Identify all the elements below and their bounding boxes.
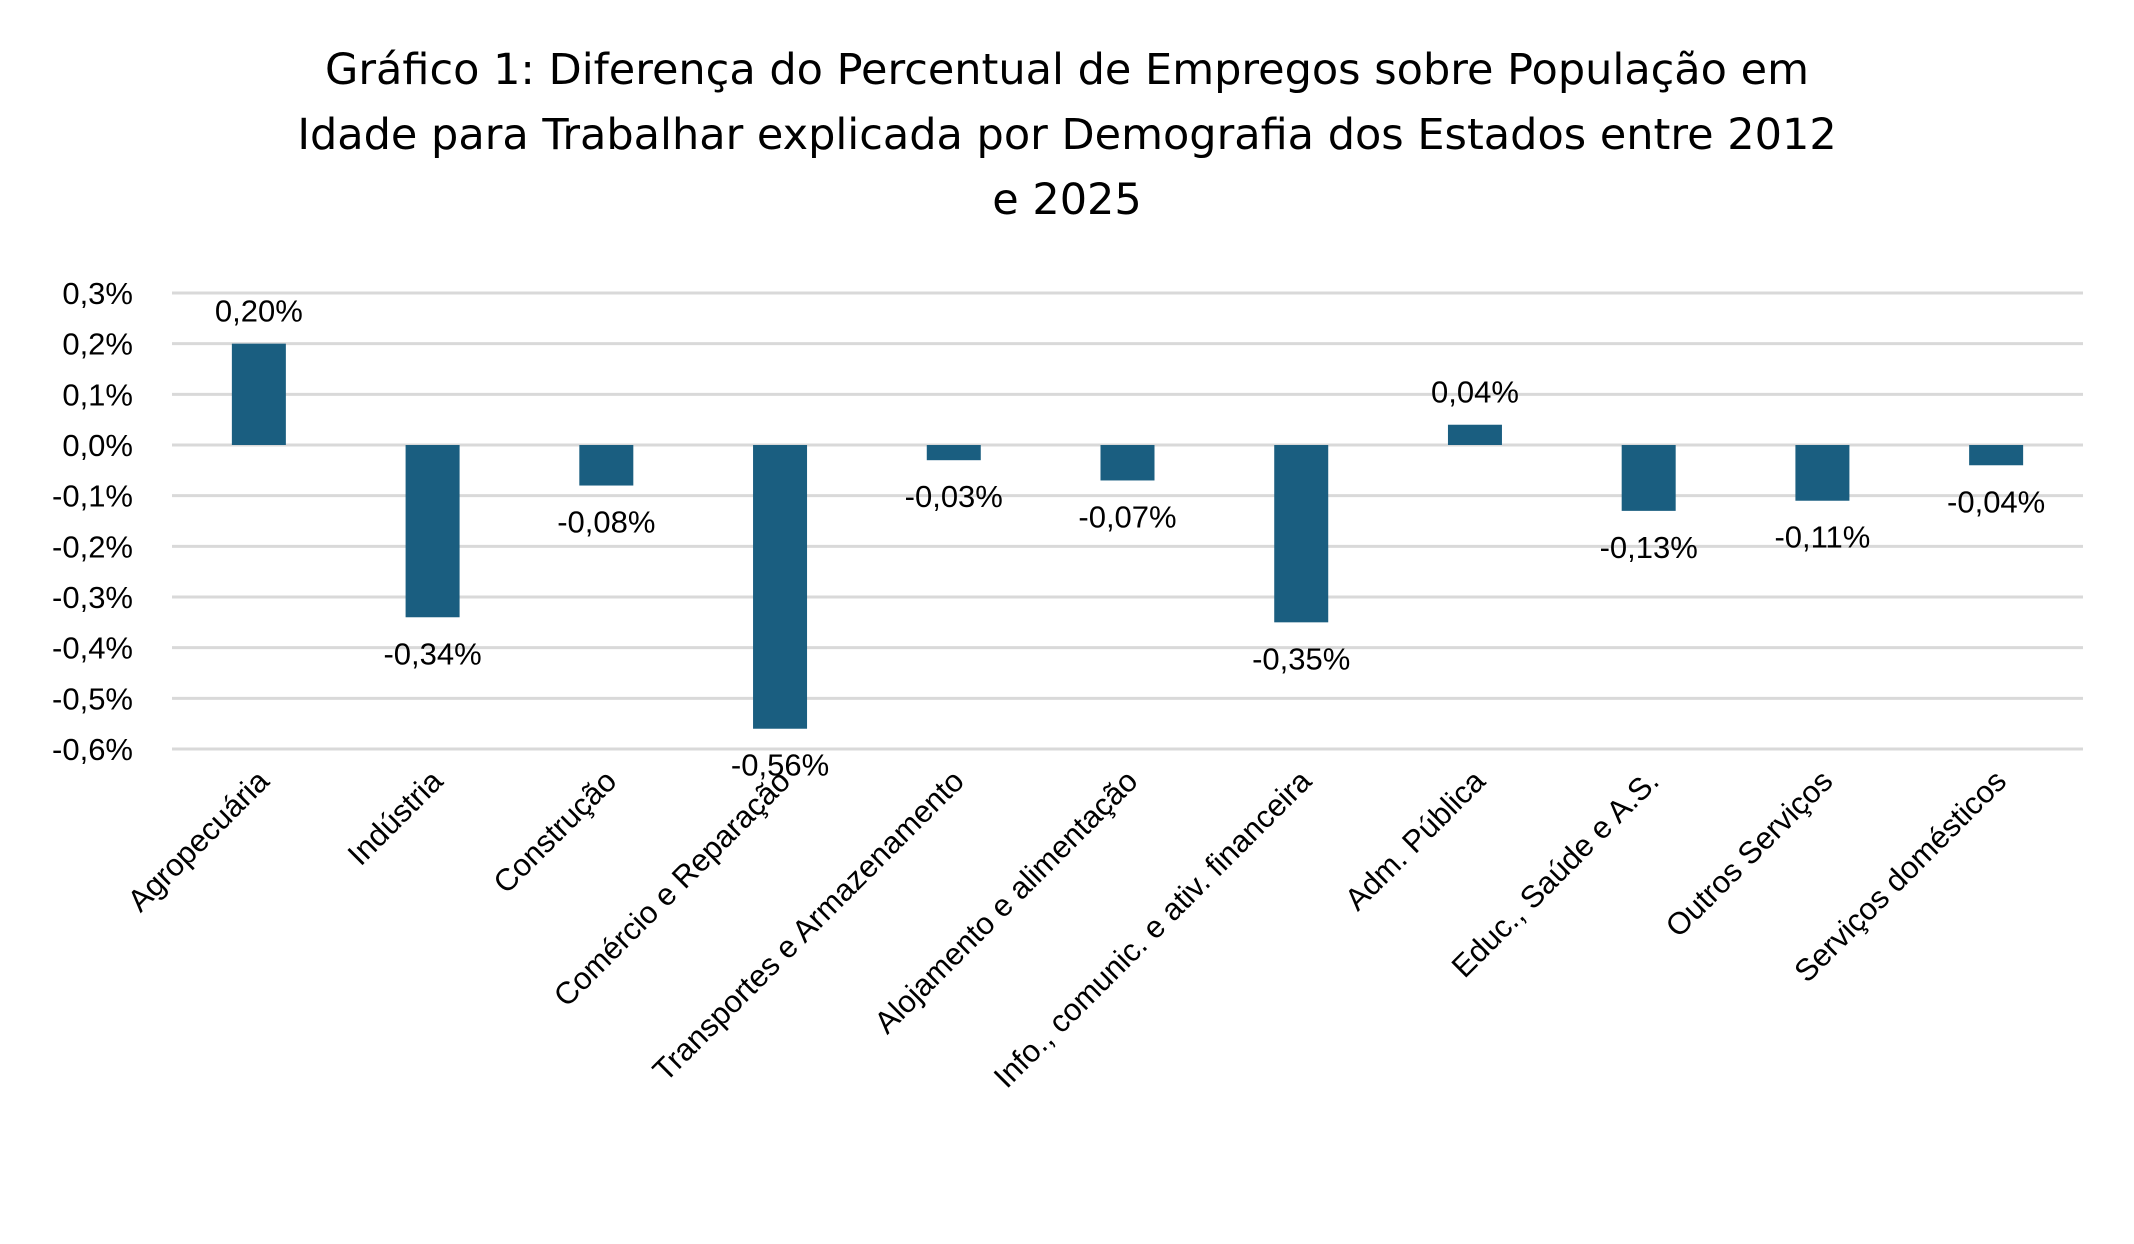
y-tick-label: 0,2% — [62, 327, 133, 362]
bar — [1447, 424, 1502, 445]
chart-title: Gráfico 1: Diferença do Percentual de Em… — [0, 38, 2134, 233]
bar — [579, 445, 634, 486]
y-tick-label: -0,3% — [52, 580, 133, 615]
y-tick-label: 0,1% — [62, 377, 133, 412]
bar — [1795, 445, 1850, 501]
data-label: 0,04% — [1431, 375, 1519, 410]
x-category-label: Adm. Pública — [1338, 763, 1492, 917]
data-label: -0,08% — [557, 505, 655, 540]
chart-title-line-3: e 2025 — [992, 175, 1142, 225]
bar — [926, 445, 981, 461]
chart-title-line-1: Gráfico 1: Diferença do Percentual de Em… — [325, 45, 1809, 95]
data-label: -0,13% — [1600, 530, 1698, 565]
y-tick-label: 0,0% — [62, 428, 133, 463]
x-category-label: Indústria — [341, 763, 450, 872]
bars — [231, 343, 2024, 729]
bar — [1969, 445, 2024, 466]
y-tick-label: 0,3% — [62, 276, 133, 311]
bar — [231, 343, 286, 445]
x-axis-category-labels: Agropecuária Indústria ConstruçãoComércio … — [121, 763, 2013, 1095]
data-label: 0,20% — [215, 294, 303, 329]
y-tick-label: -0,5% — [52, 681, 133, 716]
x-category-label: Transportes e Armazenamento — [646, 763, 971, 1088]
data-label: -0,34% — [383, 636, 481, 671]
data-label: -0,11% — [1774, 520, 1870, 555]
data-label: -0,07% — [1078, 499, 1176, 534]
x-category-label: Agropecuária — [121, 763, 277, 919]
y-tick-label: -0,4% — [52, 631, 133, 666]
bar — [1621, 445, 1676, 511]
data-labels: 0,20% -0,34% -0,08% -0,56% -0,03% -0,07% -0,35… — [215, 294, 2045, 783]
y-tick-label: -0,1% — [52, 479, 133, 514]
data-label: -0,04% — [1947, 484, 2045, 519]
x-category-label: Info., comunic. e ativ. financeira — [987, 763, 1319, 1095]
bar — [1274, 445, 1329, 623]
chart-title-line-2: Idade para Trabalhar explicada por Demog… — [297, 110, 1837, 160]
data-label: -0,03% — [905, 479, 1003, 514]
y-axis-tick-labels: 0,3% 0,2% 0,1% 0,0% -0,1% -0,2% -0,3% -0,4% -0,5… — [52, 276, 133, 767]
data-label: -0,56% — [731, 748, 829, 783]
x-category-label: Outros Serviços — [1659, 763, 1840, 944]
bar — [753, 445, 808, 729]
y-tick-label: -0,6% — [52, 732, 133, 767]
y-tick-label: -0,2% — [52, 529, 133, 564]
x-category-label: Construção — [486, 763, 623, 900]
bar — [1100, 445, 1155, 481]
data-label: -0,35% — [1252, 641, 1350, 676]
bar — [405, 445, 460, 618]
